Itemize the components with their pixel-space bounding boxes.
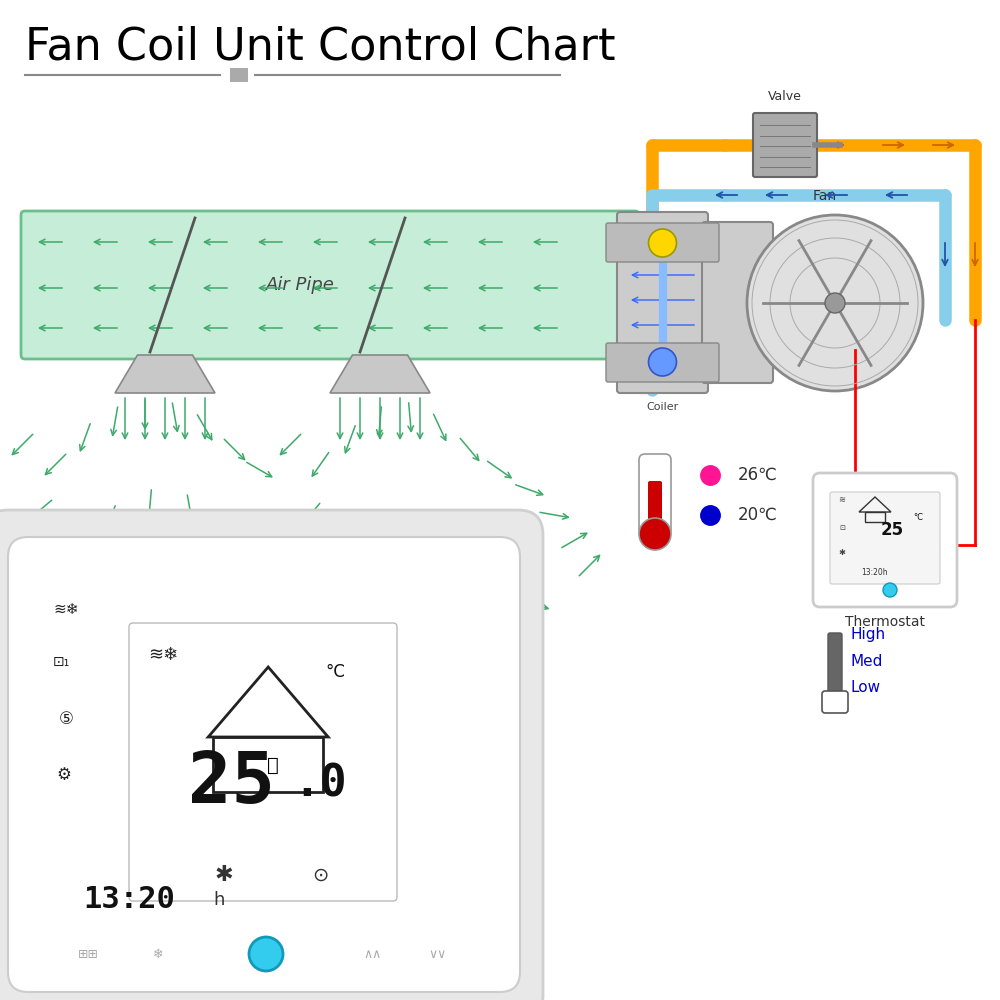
Circle shape: [825, 293, 845, 313]
FancyBboxPatch shape: [606, 223, 719, 262]
Text: ✱: ✱: [838, 548, 846, 557]
Text: Air Pipe: Air Pipe: [266, 276, 334, 294]
Circle shape: [883, 583, 897, 597]
Text: 26℃: 26℃: [738, 466, 778, 484]
Circle shape: [639, 518, 671, 550]
Text: .0: .0: [293, 762, 347, 805]
Text: 25: 25: [880, 521, 904, 539]
FancyBboxPatch shape: [813, 473, 957, 607]
FancyBboxPatch shape: [606, 343, 719, 382]
Text: High: High: [850, 628, 885, 643]
Text: Valve: Valve: [768, 90, 802, 103]
Text: ≋❄: ≋❄: [53, 601, 79, 616]
Bar: [230, 68, 248, 82]
Text: 20℃: 20℃: [738, 506, 778, 524]
FancyBboxPatch shape: [639, 454, 671, 536]
Circle shape: [648, 229, 676, 257]
Text: ⊞⊞: ⊞⊞: [78, 948, 98, 960]
Text: ❄: ❄: [153, 948, 163, 960]
Text: 13:20h: 13:20h: [862, 568, 888, 577]
Bar: [865, 512, 885, 522]
Circle shape: [747, 215, 923, 391]
Text: ✱: ✱: [215, 865, 233, 885]
Text: ≋: ≋: [838, 495, 846, 504]
Text: ∧∧: ∧∧: [364, 948, 382, 960]
Text: 25: 25: [188, 749, 275, 818]
Text: °C: °C: [326, 663, 346, 681]
Text: ⊡: ⊡: [839, 525, 845, 531]
FancyBboxPatch shape: [8, 537, 520, 992]
Text: ⊡₁: ⊡₁: [52, 655, 70, 669]
Text: °C: °C: [913, 514, 923, 522]
FancyBboxPatch shape: [617, 212, 708, 393]
Text: 13:20: 13:20: [83, 886, 175, 914]
Polygon shape: [330, 355, 430, 393]
Text: Thermostat: Thermostat: [845, 615, 925, 629]
Polygon shape: [115, 355, 215, 393]
FancyBboxPatch shape: [822, 691, 848, 713]
FancyBboxPatch shape: [21, 211, 639, 359]
Circle shape: [249, 937, 283, 971]
Text: ≋❄: ≋❄: [148, 646, 178, 664]
Text: Low: Low: [850, 680, 880, 694]
Text: ⚙: ⚙: [57, 766, 71, 784]
Text: ⊙: ⊙: [312, 865, 328, 884]
Text: Med: Med: [850, 654, 882, 669]
Text: Coiler: Coiler: [646, 402, 679, 412]
Text: h: h: [213, 891, 224, 909]
FancyBboxPatch shape: [753, 113, 817, 177]
Text: ∨∨: ∨∨: [429, 948, 447, 960]
FancyBboxPatch shape: [702, 222, 773, 383]
FancyBboxPatch shape: [648, 481, 662, 527]
Text: 🌡: 🌡: [267, 756, 279, 774]
FancyBboxPatch shape: [828, 633, 842, 702]
Text: ⑤: ⑤: [59, 710, 73, 728]
Text: Fan: Fan: [813, 189, 837, 203]
FancyBboxPatch shape: [129, 623, 397, 901]
Bar: [213, 737, 323, 792]
FancyBboxPatch shape: [830, 492, 940, 584]
Text: Fan Coil Unit Control Chart: Fan Coil Unit Control Chart: [25, 25, 616, 68]
FancyBboxPatch shape: [0, 510, 543, 1000]
Circle shape: [648, 348, 676, 376]
